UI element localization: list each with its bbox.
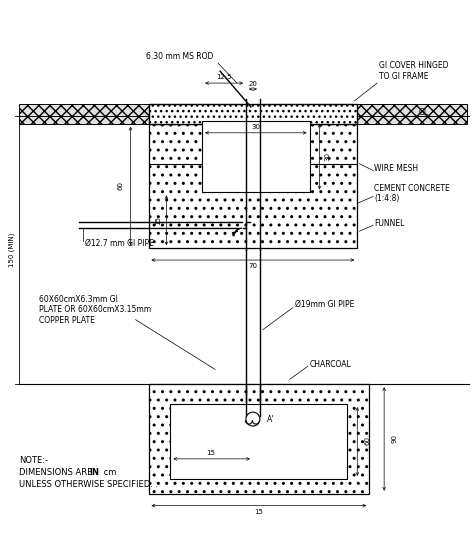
Bar xyxy=(357,104,466,124)
Text: CEMENT CONCRETE
(1:4:8): CEMENT CONCRETE (1:4:8) xyxy=(374,184,450,203)
Text: IN: IN xyxy=(89,468,99,477)
Text: FUNNEL: FUNNEL xyxy=(374,219,405,228)
Bar xyxy=(170,404,347,479)
Bar xyxy=(148,384,369,494)
Text: Ø19mm GI PIPE: Ø19mm GI PIPE xyxy=(295,300,354,309)
Text: 60X60cmX6.3mm GI
PLATE OR 60X60cmX3.15mm
COPPER PLATE: 60X60cmX6.3mm GI PLATE OR 60X60cmX3.15mm… xyxy=(39,295,151,324)
Circle shape xyxy=(246,412,260,426)
Text: NOTE:-: NOTE:- xyxy=(19,456,48,465)
Text: Ø12.7 mm GI PIPE: Ø12.7 mm GI PIPE xyxy=(85,239,154,247)
Text: WIRE MESH: WIRE MESH xyxy=(374,164,419,173)
Text: DIMENSIONS ARE: DIMENSIONS ARE xyxy=(19,468,95,477)
Text: GL.: GL. xyxy=(419,109,431,117)
Bar xyxy=(202,121,310,193)
Text: GI COVER HINGED
TO GI FRAME: GI COVER HINGED TO GI FRAME xyxy=(379,61,449,81)
Text: cm: cm xyxy=(101,468,116,477)
Text: 15: 15 xyxy=(155,216,162,225)
Text: A': A' xyxy=(267,415,274,423)
Text: 60: 60 xyxy=(118,181,124,190)
Text: 90: 90 xyxy=(391,435,397,443)
Bar xyxy=(148,124,357,248)
Text: 70: 70 xyxy=(248,263,257,269)
Text: 20: 20 xyxy=(248,81,257,87)
Text: 60: 60 xyxy=(364,436,370,445)
Text: 6.30 mm MS ROD: 6.30 mm MS ROD xyxy=(146,52,213,61)
Bar xyxy=(19,104,148,124)
Text: 30: 30 xyxy=(325,152,330,161)
Text: CHARCOAL: CHARCOAL xyxy=(310,360,351,369)
Text: 150 (MIN): 150 (MIN) xyxy=(8,233,15,267)
Text: 15: 15 xyxy=(255,508,264,514)
Bar xyxy=(148,104,357,124)
Text: 12.5: 12.5 xyxy=(216,74,232,80)
Text: 15: 15 xyxy=(207,450,216,456)
Text: 30: 30 xyxy=(251,124,260,130)
Text: UNLESS OTHERWISE SPECIFIED. .: UNLESS OTHERWISE SPECIFIED. . xyxy=(19,480,158,489)
